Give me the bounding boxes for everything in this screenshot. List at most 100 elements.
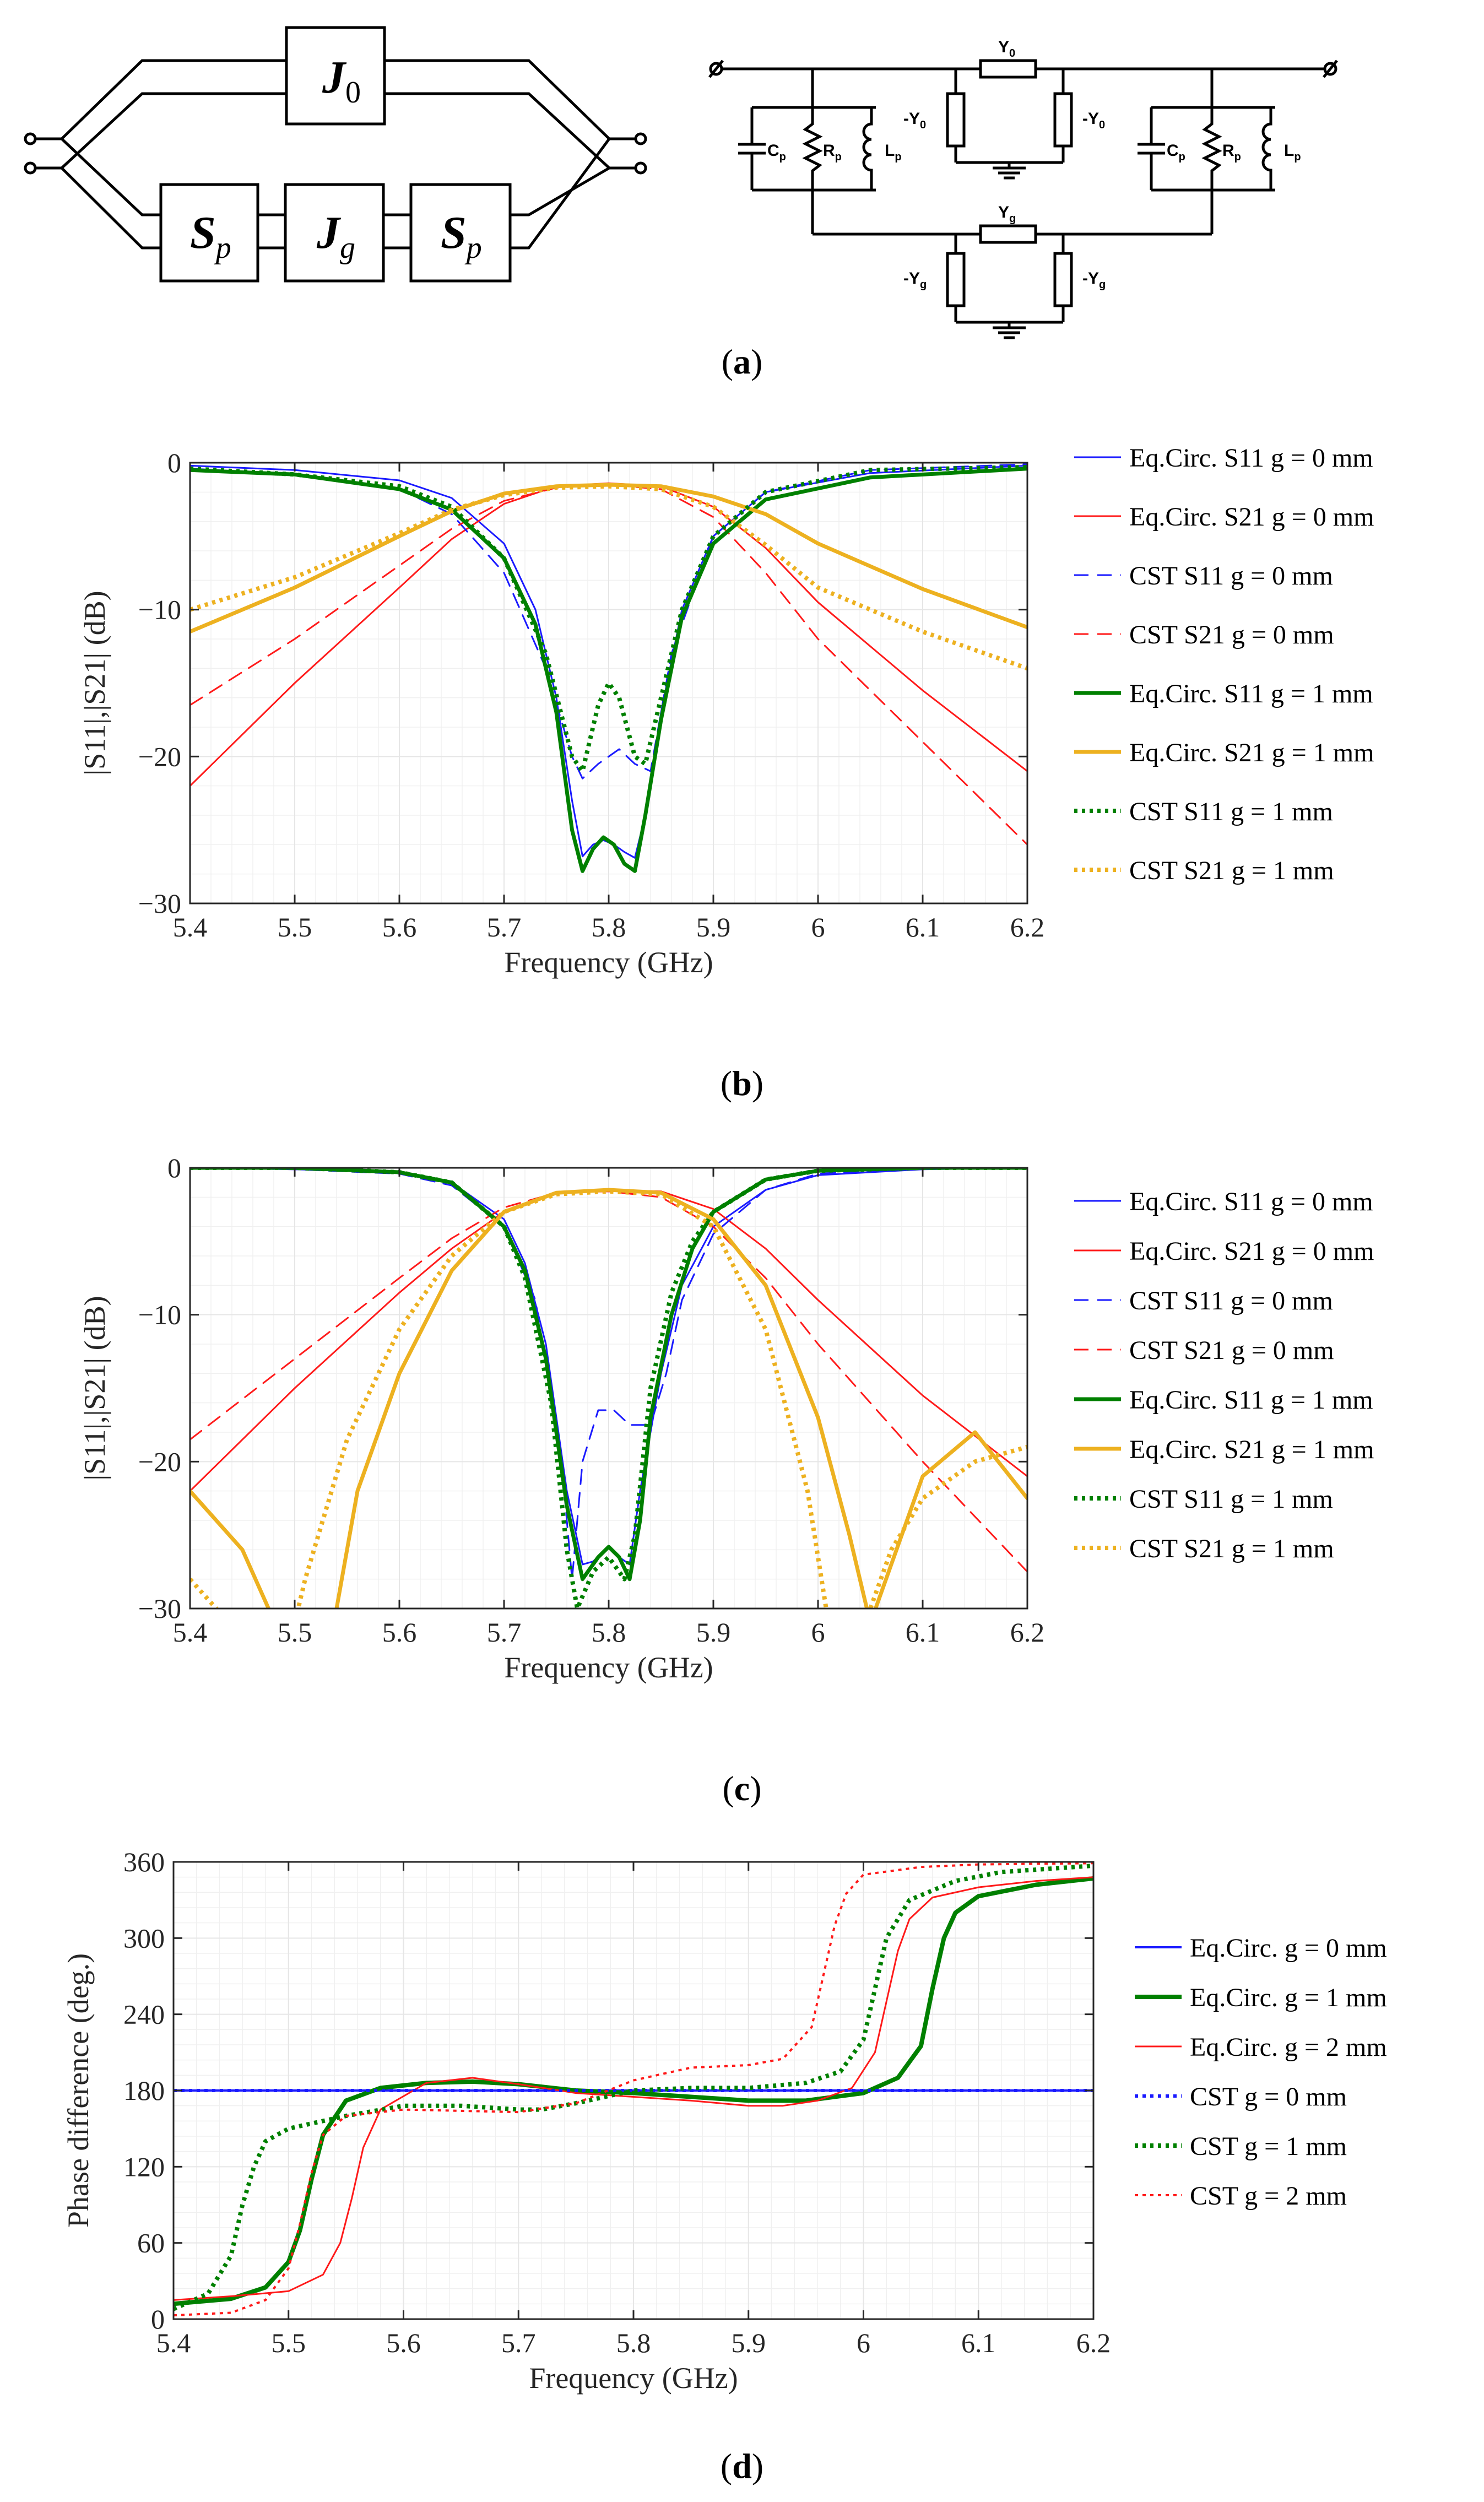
caption-a: (a) — [721, 342, 763, 381]
chart-c: 5.4 5.5 5.6 5.7 5.8 5.9 6 6.1 6.2 −30 −20 −10 0 Frequ… — [78, 1152, 1374, 1684]
label-y0: Y0 — [998, 38, 1015, 59]
label-cp-right: Cp — [1167, 142, 1185, 163]
chart-c-xtick-label-7: 6 — [811, 1617, 825, 1648]
chart-b-ytick-label-2: −20 — [138, 741, 181, 772]
chart-d-series-3-line — [174, 1876, 1093, 2301]
left-terminal-top — [24, 132, 37, 145]
chart-b-series-group — [190, 463, 1027, 873]
resistor-y0 — [979, 59, 1037, 79]
chart-d-ytick-label-2: 60 — [137, 2228, 165, 2259]
resistor-neg-y0-left — [946, 92, 966, 148]
block-j0 — [285, 26, 386, 126]
chart-b-ytick-label-4: 0 — [167, 447, 181, 478]
chart-c-x-axis-label: Frequency (GHz) — [504, 1651, 713, 1684]
chart-d-ticks — [172, 1861, 1095, 2320]
chart-d-xtick-label-2: 5.5 — [272, 2327, 306, 2358]
chart-b-xtick-label-9: 6.2 — [1010, 912, 1045, 943]
chart-c-series-7-line — [190, 1168, 1027, 1609]
block-jg — [284, 183, 385, 283]
circuit-schematic: Y0 -Y0 -Y0 Yg -Yg -Yg Cp Rp Lp Cp Rp Lp — [708, 38, 1338, 339]
block-diagram — [24, 26, 647, 283]
chart-c-series-group — [190, 1168, 1027, 1609]
chart-b-xtick-label-3: 5.6 — [382, 912, 417, 943]
label-lp-left: Lp — [885, 142, 902, 163]
panel-a-figure: J0 Sp Jg Sp — [24, 26, 1338, 339]
resistor-neg-yg-left — [946, 252, 966, 307]
chart-b-legend-label-4: CST S21 g = 0 mm — [1129, 620, 1334, 649]
chart-c-legend-label-7: CST S11 g = 1 mm — [1129, 1485, 1333, 1514]
chart-b-x-axis-label: Frequency (GHz) — [504, 946, 713, 979]
block-sp-left-label: Sp — [190, 207, 231, 265]
chart-d-xtick-label-8: 6.1 — [961, 2327, 996, 2358]
chart-b-legend-label-2: Eq.Circ. S21 g = 0 mm — [1129, 502, 1374, 532]
panel-d: 5.4 5.5 5.6 5.7 5.8 5.9 6 6.1 6.2 0 60 120 180 240 300… — [0, 1829, 1484, 2502]
chart-c-series-6-line — [190, 1188, 1027, 1609]
label-neg-y0-left: -Y0 — [903, 110, 926, 131]
chart-d-legend-label-6: CST g = 2 mm — [1190, 2181, 1347, 2211]
chart-b-ticks — [189, 462, 1028, 905]
label-lp-right: Lp — [1284, 142, 1301, 163]
chart-d-legend-label-4: CST g = 0 mm — [1190, 2082, 1347, 2111]
chart-b-ytick-label-3: −10 — [138, 594, 181, 625]
label-rp-left: Rp — [823, 142, 842, 163]
block-sp-right — [409, 183, 512, 283]
right-terminal-bottom — [634, 161, 647, 175]
chart-d-xtick-label-6: 5.9 — [732, 2327, 766, 2358]
chart-c-ytick-label-2: −20 — [138, 1446, 181, 1477]
chart-b-xtick-label-2: 5.5 — [278, 912, 312, 943]
chart-c-legend-label-8: CST S21 g = 1 mm — [1129, 1534, 1334, 1563]
chart-b-legend: Eq.Circ. S11 g = 0 mm Eq.Circ. S21 g = 0 … — [1074, 443, 1374, 885]
block-jg-label: Jg — [316, 207, 355, 265]
chart-b-legend-label-5: Eq.Circ. S11 g = 1 mm — [1129, 679, 1373, 708]
chart-d-legend-label-1: Eq.Circ. g = 0 mm — [1190, 1934, 1387, 1963]
chart-b-xtick-label-8: 6.1 — [906, 912, 940, 943]
panel-c: 5.4 5.5 5.6 5.7 5.8 5.9 6 6.1 6.2 −30 −20 −10 0 Frequ… — [0, 1135, 1484, 1829]
label-neg-yg-right: -Yg — [1082, 269, 1106, 291]
chart-d-ytick-label-1: 0 — [151, 2304, 165, 2335]
block-j0-label: J0 — [322, 52, 361, 110]
chart-b-xtick-label-7: 6 — [811, 912, 825, 943]
chart-c-ytick-label-3: −10 — [138, 1299, 181, 1330]
chart-b-legend-label-7: CST S11 g = 1 mm — [1129, 797, 1333, 826]
block-sp-left — [159, 183, 259, 283]
inductor-lp-left — [862, 107, 873, 190]
chart-b-y-axis-label: |S11|,|S21| (dB) — [78, 591, 111, 775]
chart-d-xtick-label-1: 5.4 — [156, 2327, 191, 2358]
inductor-lp-right — [1261, 107, 1272, 190]
label-rp-right: Rp — [1222, 142, 1241, 163]
left-terminal-bottom — [24, 161, 37, 175]
chart-b-legend-label-3: CST S11 g = 0 mm — [1129, 561, 1333, 591]
chart-d-ytick-label-4: 180 — [123, 2075, 165, 2106]
chart-c-ytick-label-4: 0 — [167, 1152, 181, 1183]
resistor-rp-left — [802, 107, 823, 190]
chart-c-ytick-label-1: −30 — [138, 1593, 181, 1624]
chart-c-legend-label-2: Eq.Circ. S21 g = 0 mm — [1129, 1237, 1374, 1266]
caption-b: (b) — [720, 1064, 764, 1103]
chart-d-ytick-label-5: 240 — [123, 1999, 165, 2030]
chart-d-legend: Eq.Circ. g = 0 mm Eq.Circ. g = 1 mm Eq.Cir… — [1135, 1934, 1387, 2211]
chart-b-series-8-line — [190, 484, 1027, 671]
chart-b-xtick-label-1: 5.4 — [173, 912, 208, 943]
chart-c-legend-label-3: CST S11 g = 0 mm — [1129, 1286, 1333, 1315]
chart-c-legend: Eq.Circ. S11 g = 0 mm Eq.Circ. S21 g = 0 … — [1074, 1187, 1374, 1563]
chart-c-xtick-label-1: 5.4 — [173, 1617, 208, 1648]
chart-c-xtick-label-2: 5.5 — [278, 1617, 312, 1648]
chart-c-xtick-label-5: 5.8 — [592, 1617, 626, 1648]
chart-d-xtick-label-7: 6 — [857, 2327, 870, 2358]
chart-c-legend-label-6: Eq.Circ. S21 g = 1 mm — [1129, 1435, 1374, 1464]
label-neg-yg-left: -Yg — [903, 269, 927, 291]
chart-b-legend-label-6: Eq.Circ. S21 g = 1 mm — [1129, 738, 1374, 767]
panel-a: J0 Sp Jg Sp — [0, 0, 1484, 408]
chart-d-ytick-label-6: 300 — [123, 1922, 165, 1953]
chart-b-xtick-label-5: 5.8 — [592, 912, 626, 943]
chart-c-legend-label-1: Eq.Circ. S11 g = 0 mm — [1129, 1187, 1373, 1216]
caption-c: (c) — [722, 1769, 762, 1808]
chart-b-legend-label-1: Eq.Circ. S11 g = 0 mm — [1129, 443, 1373, 473]
chart-c-xtick-label-6: 5.9 — [696, 1617, 731, 1648]
chart-c-legend-label-4: CST S21 g = 0 mm — [1129, 1336, 1334, 1365]
chart-c-ticks — [189, 1167, 1028, 1610]
chart-c-legend-label-5: Eq.Circ. S11 g = 1 mm — [1129, 1385, 1373, 1415]
chart-d-series-group — [174, 1862, 1093, 2317]
panel-b: 5.4 5.5 5.6 5.7 5.8 5.9 6 6.1 6.2 −30 −20 −10 0 Frequ… — [0, 430, 1484, 1124]
chart-d-xtick-label-9: 6.2 — [1076, 2327, 1111, 2358]
